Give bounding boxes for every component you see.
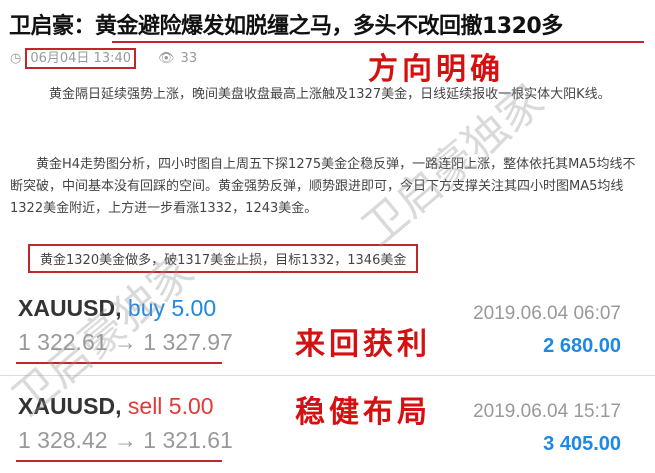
row-divider xyxy=(0,375,655,376)
clock-icon: ◷ xyxy=(10,51,22,66)
view-count: 33 xyxy=(180,51,198,66)
trade-profit: 2 680.00 xyxy=(543,335,621,357)
trade-symbol: XAUUSD, xyxy=(18,393,122,419)
prices-underline xyxy=(16,362,222,364)
article-title: 卫启豪：黄金避险爆发如脱缰之马，多头不改回撤1320多 xyxy=(9,14,563,39)
annotation-profit: 来回获利 xyxy=(295,327,431,362)
prices-underline xyxy=(16,460,222,462)
title-underline xyxy=(112,41,644,43)
trade-symbol-line: XAUUSD, buy 5.00 xyxy=(18,295,216,322)
trade-row-2: XAUUSD, sell 5.00 1 328.42 → 1 321.61 稳健… xyxy=(0,383,655,473)
annotation-direction: 方向明确 xyxy=(368,52,504,87)
article-meta: ◷ 06月04日 13:40 👁 33 xyxy=(10,48,197,69)
trade-plan-callout: 黄金1320美金做多，破1317美金止损，目标1332，1346美金 xyxy=(28,244,419,273)
trade-symbol-line: XAUUSD, sell 5.00 xyxy=(18,393,214,420)
trade-profit: 3 405.00 xyxy=(543,433,621,455)
trade-row-1: XAUUSD, buy 5.00 1 322.61 → 1 327.97 来回获… xyxy=(0,285,655,375)
eye-icon: 👁 xyxy=(158,51,175,66)
trade-time: 2019.06.04 15:17 xyxy=(473,401,621,422)
trade-side: buy 5.00 xyxy=(127,295,217,321)
trade-time: 2019.06.04 06:07 xyxy=(473,303,621,324)
paragraph-1: 黄金隔日延续强势上涨，晚间美盘收盘最高上涨触及1327美金，日线延续报收一根实体… xyxy=(10,87,611,102)
trade-symbol: XAUUSD, xyxy=(18,295,122,321)
publish-date: 06月04日 13:40 xyxy=(25,48,137,69)
trade-side: sell 5.00 xyxy=(127,393,214,419)
paragraph-2: 黄金H4走势图分析，四小时图自上周五下探1275美金企稳反弹，一路连阳上涨，整体… xyxy=(10,157,636,216)
annotation-steady: 稳健布局 xyxy=(295,395,431,430)
trade-prices: 1 328.42 → 1 321.61 xyxy=(18,427,233,453)
trade-prices: 1 322.61 → 1 327.97 xyxy=(18,329,233,355)
